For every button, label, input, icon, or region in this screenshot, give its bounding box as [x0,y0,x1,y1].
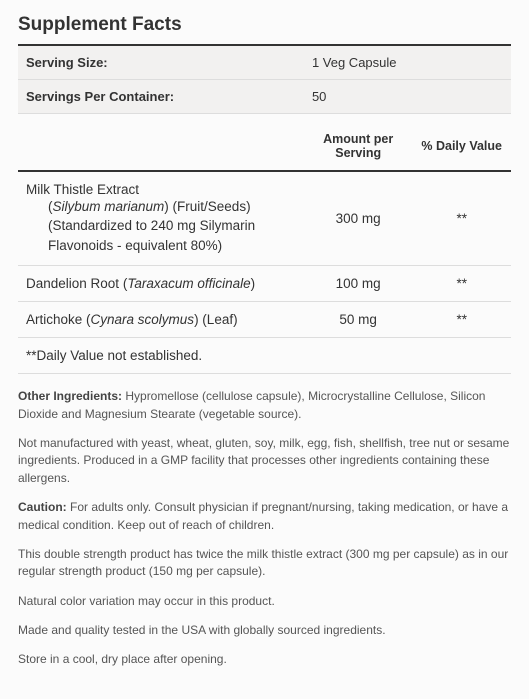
panel-title: Supplement Facts [18,14,511,46]
ingredients-table: Amount per Serving % Daily Value Milk Th… [18,124,511,375]
ingredients-header-row: Amount per Serving % Daily Value [18,124,511,171]
caution-statement: Caution: For adults only. Consult physic… [18,499,511,534]
ingredient-name: Artichoke (Cynara scolymus) (Leaf) [18,302,304,338]
supplement-facts-panel: Supplement Facts Serving Size: 1 Veg Cap… [0,0,529,699]
dv-footnote-row: **Daily Value not established. [18,338,511,374]
serving-size-row: Serving Size: 1 Veg Capsule [18,46,511,80]
ingredient-amount: 50 mg [304,302,412,338]
ingredient-dv: ** [412,302,511,338]
storage-statement: Store in a cool, dry place after opening… [18,651,511,668]
servings-per-container-label: Servings Per Container: [18,80,304,114]
col-name [18,124,304,171]
col-dv: % Daily Value [412,124,511,171]
color-statement: Natural color variation may occur in thi… [18,593,511,610]
ingredient-name: Dandelion Root (Taraxacum officinale) [18,266,304,302]
servings-per-container-value: 50 [304,80,511,114]
ingredient-row: Artichoke (Cynara scolymus) (Leaf) 50 mg… [18,302,511,338]
dv-footnote: **Daily Value not established. [18,338,511,374]
ingredient-amount: 100 mg [304,266,412,302]
serving-size-label: Serving Size: [18,46,304,80]
other-ingredients: Other Ingredients: Hypromellose (cellulo… [18,388,511,423]
col-amount: Amount per Serving [304,124,412,171]
ingredient-dv: ** [412,171,511,266]
notes-section: Other Ingredients: Hypromellose (cellulo… [18,388,511,669]
ingredient-name: Milk Thistle Extract (Silybum marianum) … [18,171,304,266]
origin-statement: Made and quality tested in the USA with … [18,622,511,639]
ingredient-dv: ** [412,266,511,302]
strength-statement: This double strength product has twice t… [18,546,511,581]
allergen-statement: Not manufactured with yeast, wheat, glut… [18,435,511,487]
serving-size-value: 1 Veg Capsule [304,46,511,80]
ingredient-row: Dandelion Root (Taraxacum officinale) 10… [18,266,511,302]
ingredient-amount: 300 mg [304,171,412,266]
servings-per-container-row: Servings Per Container: 50 [18,80,511,114]
ingredient-row: Milk Thistle Extract (Silybum marianum) … [18,171,511,266]
serving-table: Serving Size: 1 Veg Capsule Servings Per… [18,46,511,124]
